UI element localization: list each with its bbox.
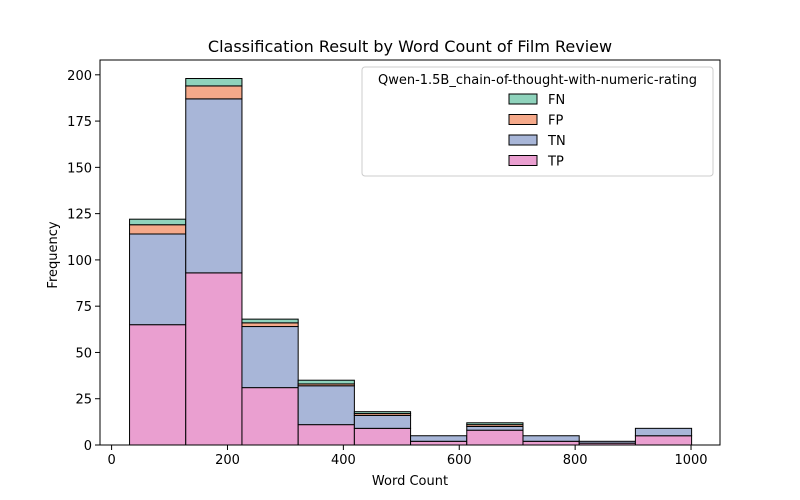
x-tick-label: 600 bbox=[447, 453, 472, 468]
bar-fn-bin-0 bbox=[129, 218, 187, 226]
legend-label-tn: TN bbox=[547, 134, 566, 149]
bar-fn-bin-4 bbox=[353, 411, 412, 415]
bar-tn-bin-6 bbox=[466, 425, 524, 431]
bar-tn-bin-5 bbox=[410, 435, 468, 442]
y-tick-label: 100 bbox=[67, 254, 92, 269]
bar-fn-bin-1 bbox=[185, 78, 243, 87]
y-tick-label: 150 bbox=[67, 161, 92, 176]
legend-swatch-fn bbox=[508, 93, 538, 105]
legend-label-fp: FP bbox=[548, 114, 563, 129]
axes-frame bbox=[99, 59, 721, 446]
bar-fn-bin-3 bbox=[297, 379, 355, 385]
bar-tp-bin-6 bbox=[466, 429, 524, 446]
bar-tn-bin-7 bbox=[522, 435, 580, 442]
bar-tn-bin-3 bbox=[297, 385, 355, 426]
bar-tp-bin-3 bbox=[297, 424, 355, 446]
x-tick-label: 400 bbox=[331, 453, 356, 468]
plot-area: 0 200 400 600 800 1000 0 25 50 75 100 125 150 175 200 bbox=[67, 59, 721, 468]
bar-tn-bin-8 bbox=[578, 440, 636, 444]
x-tick-label: 0 bbox=[107, 453, 115, 468]
y-tick-label: 25 bbox=[75, 393, 92, 408]
legend-label-tp: TP bbox=[547, 155, 564, 170]
x-tick-label: 200 bbox=[215, 453, 240, 468]
bar-tn-bin-9 bbox=[634, 427, 693, 437]
bar-tp-bin-4 bbox=[353, 427, 412, 446]
y-tick-label: 50 bbox=[75, 346, 92, 361]
y-axis-label: Frequency bbox=[46, 221, 61, 288]
bar-tn-bin-0 bbox=[129, 233, 187, 326]
x-axis-label: Word Count bbox=[372, 474, 448, 489]
x-tick-label: 1000 bbox=[674, 453, 707, 468]
bar-fp-bin-1 bbox=[185, 85, 243, 100]
y-tick-label: 175 bbox=[67, 115, 92, 130]
bar-tp-bin-2 bbox=[241, 387, 299, 446]
bar-fp-bin-0 bbox=[129, 224, 187, 235]
legend-swatch-tp bbox=[508, 155, 538, 166]
bar-fn-bin-2 bbox=[241, 318, 299, 324]
bar-tn-bin-4 bbox=[353, 414, 412, 429]
bar-fp-bin-2 bbox=[241, 322, 299, 328]
legend: Qwen-1.5B_chain-of-thought-with-numeric-… bbox=[361, 66, 714, 177]
y-tick-label: 75 bbox=[75, 300, 92, 315]
legend-title: Qwen-1.5B_chain-of-thought-with-numeric-… bbox=[378, 73, 697, 88]
bar-tp-bin-9 bbox=[634, 435, 693, 446]
bar-tp-bin-7 bbox=[522, 440, 580, 446]
legend-label-fn: FN bbox=[548, 93, 565, 108]
bar-tp-bin-5 bbox=[410, 440, 468, 446]
bar-tn-bin-2 bbox=[241, 326, 299, 389]
legend-swatch-tn bbox=[508, 134, 538, 146]
chart-title: Classification Result by Word Count of F… bbox=[208, 37, 612, 56]
bar-tp-bin-1 bbox=[185, 272, 243, 446]
y-tick-label: 125 bbox=[67, 208, 92, 223]
bar-tn-bin-1 bbox=[185, 98, 243, 274]
bar-fn-bin-6 bbox=[466, 422, 524, 426]
y-tick-label: 200 bbox=[67, 69, 92, 84]
legend-swatch-fp bbox=[508, 114, 538, 125]
bar-tp-bin-0 bbox=[129, 324, 187, 446]
x-tick-label: 800 bbox=[563, 453, 588, 468]
y-tick-label: 0 bbox=[84, 439, 92, 454]
